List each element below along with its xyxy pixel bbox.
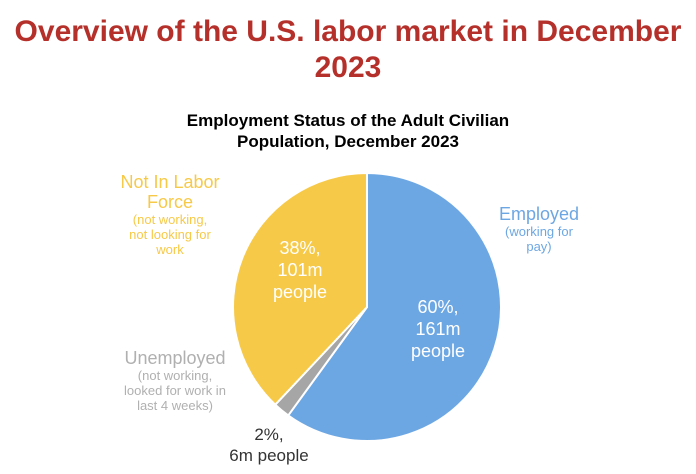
employed-category-label: Employed (working for pay) (498, 204, 580, 254)
main-title-line1: Overview of the U.S. labor market in Dec… (14, 15, 682, 48)
main-title: Overview of the U.S. labor market in Dec… (0, 14, 696, 86)
unemployed-value-label: 2%, 6m people (229, 425, 309, 465)
not-in-labor-force-category-label: Not In Labor Force (not working, not loo… (120, 172, 220, 257)
main-title-line2: 2023 (314, 51, 382, 84)
chart-title-line1: Employment Status of the Adult Civilian (186, 111, 510, 130)
employed-value-label: 60%, 161m people (410, 297, 466, 361)
employed-slice (286, 171, 502, 442)
unemployed-category-label: Unemployed (not working, looked for work… (124, 348, 226, 413)
chart-title-line2: Population, December 2023 (236, 132, 460, 151)
chart-title: Employment Status of the Adult Civilian … (0, 110, 696, 152)
not-in-labor-force-slice (232, 171, 368, 407)
not-in-labor-force-value-label: 38%, 101m people (272, 238, 328, 302)
